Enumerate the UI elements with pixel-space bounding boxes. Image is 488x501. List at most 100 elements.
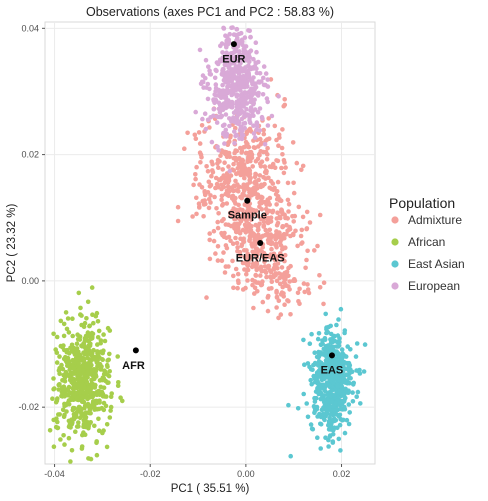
data-point [242, 175, 247, 181]
group-label: EUR [222, 54, 245, 66]
data-point [250, 164, 255, 169]
data-point [198, 152, 204, 157]
data-point [263, 227, 269, 233]
data-point [102, 338, 108, 344]
data-point [274, 216, 280, 221]
data-point [343, 372, 349, 378]
data-point [240, 185, 246, 190]
data-point [268, 241, 274, 247]
data-point [205, 96, 211, 102]
data-point [321, 416, 327, 421]
data-point [246, 170, 252, 176]
data-point [250, 212, 256, 218]
data-point [275, 179, 281, 185]
data-point [279, 209, 284, 214]
data-point [274, 305, 279, 310]
data-point [274, 278, 280, 284]
data-point [67, 390, 72, 396]
data-point [280, 127, 285, 132]
data-point [73, 429, 78, 435]
data-point [226, 164, 231, 169]
data-point [285, 228, 290, 234]
data-point [235, 166, 241, 171]
data-point [317, 411, 322, 417]
data-point [282, 235, 287, 241]
data-point [317, 386, 322, 392]
data-point [66, 418, 72, 424]
data-point [292, 278, 298, 284]
data-point [62, 347, 67, 353]
data-point [208, 182, 214, 188]
data-point [196, 201, 202, 206]
data-point [222, 270, 228, 275]
data-point [87, 421, 92, 426]
data-point [182, 146, 187, 151]
data-point [336, 344, 341, 349]
data-point [94, 452, 100, 458]
group-center-point [230, 41, 237, 48]
data-point [252, 279, 258, 284]
data-point [101, 400, 107, 406]
legend-label: Admixture [408, 213, 462, 227]
data-point [262, 142, 268, 147]
data-point [305, 414, 311, 420]
data-point [247, 28, 252, 34]
data-point [219, 71, 225, 77]
data-point [250, 89, 256, 94]
group-center-point [132, 347, 139, 354]
group-label: AFR [122, 360, 145, 372]
data-point [227, 168, 233, 174]
data-point [280, 224, 286, 229]
data-point [332, 393, 337, 398]
data-point [235, 285, 240, 291]
data-point [277, 239, 283, 245]
data-point [241, 52, 246, 57]
data-point [230, 67, 235, 72]
data-point [216, 211, 221, 216]
data-point [315, 336, 321, 342]
data-point [99, 377, 105, 382]
data-point [191, 182, 196, 188]
data-point [271, 266, 277, 272]
data-point [244, 209, 250, 214]
data-point [203, 201, 208, 207]
data-point [252, 135, 258, 140]
data-point [104, 422, 110, 427]
data-point [265, 220, 271, 226]
data-point [343, 354, 349, 359]
data-point [282, 252, 288, 258]
data-point [328, 340, 334, 345]
data-point [300, 214, 306, 220]
data-point [101, 385, 107, 391]
data-point [254, 70, 260, 76]
data-point [274, 241, 279, 247]
data-point [283, 283, 289, 289]
data-point [267, 164, 273, 169]
data-point [260, 245, 266, 250]
data-point [91, 391, 96, 396]
data-point [57, 382, 62, 387]
data-point [295, 243, 300, 249]
data-point [265, 233, 271, 238]
data-point [219, 193, 225, 199]
data-point [335, 362, 341, 367]
data-point [312, 410, 317, 416]
data-point [64, 326, 70, 332]
data-point [85, 355, 90, 361]
data-point [209, 159, 214, 165]
data-point [230, 241, 236, 246]
data-point [233, 108, 239, 113]
data-point [274, 222, 280, 228]
data-point [261, 75, 266, 81]
data-point [211, 113, 216, 119]
data-point [307, 220, 313, 225]
data-point [218, 43, 223, 49]
data-point [305, 361, 311, 366]
data-point [86, 385, 91, 390]
data-point [203, 75, 208, 81]
data-point [100, 394, 106, 399]
data-point [249, 92, 255, 98]
data-point [258, 235, 264, 240]
data-point [278, 198, 284, 204]
data-point [259, 182, 264, 188]
